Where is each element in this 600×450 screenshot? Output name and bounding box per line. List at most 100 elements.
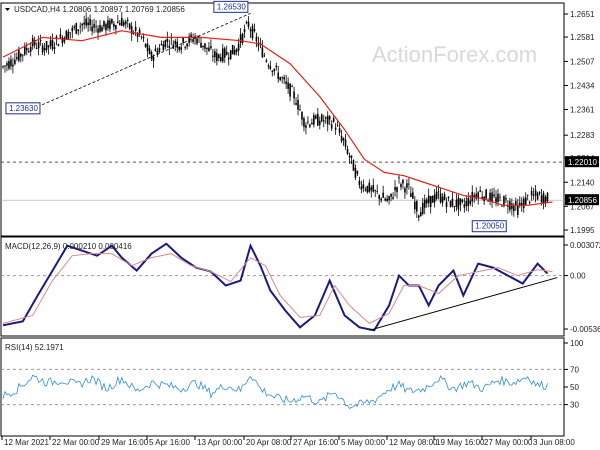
candle-body [338,128,341,133]
candle-body [362,184,365,189]
candle-body [107,20,109,29]
candle-body [532,194,535,196]
candle-body [350,155,353,159]
candle-body [271,70,274,73]
candle-body [356,171,359,174]
candle-body [297,100,299,110]
candle-body [227,57,230,60]
watermark: ActionForex.com [372,42,537,67]
candle-body [305,125,307,128]
collapse-triangle-icon[interactable] [5,8,10,11]
candle-body [103,20,105,27]
candle-body [150,52,153,60]
candle-body [534,190,537,196]
candle-body [388,196,390,201]
x-tick-label: 27 Apr 16:00 [293,438,339,447]
candle-body [37,41,40,49]
candle-body [95,26,97,28]
price-ytick-label: 1.2140 [570,178,595,187]
candle-body [540,195,543,203]
candle-body [313,115,315,125]
candle-body [336,125,339,127]
candle-body [39,40,42,41]
candle-body [196,38,198,44]
candle-body [340,135,343,141]
candle-body [398,177,400,179]
price-panel-frame [0,2,565,237]
candle-body [237,43,240,51]
candle-body [485,189,487,199]
candle-body [423,199,426,208]
candle-body [176,41,179,48]
candle-body [101,27,103,32]
candle-body [524,197,527,206]
candle-body [475,193,478,199]
candle-body [513,206,515,212]
candle-body [180,47,182,50]
candle-body [497,193,499,203]
candle-body [93,24,95,28]
candle-body [530,191,533,196]
candle-body [384,198,386,201]
candle-body [346,149,349,154]
candle-body [445,201,448,208]
candle-body [204,43,206,49]
macd-ytick-label: 0.003072 [570,241,600,250]
candle-body [414,201,416,210]
candle-body [330,124,333,129]
candle-body [406,183,408,188]
candle-body [49,40,52,46]
candle-body [419,212,422,217]
candle-body [334,127,337,130]
candle-body [441,196,444,203]
last-price-box [565,194,599,206]
x-tick-label: 29 Mar 16:00 [101,438,149,447]
candle-body [178,46,181,50]
candle-body [536,193,539,200]
candle-body [311,122,313,125]
candle-body [29,46,32,52]
x-tick-label: 12 Mar 2021 [4,438,49,447]
price-ytick-label: 1.2067 [570,202,595,211]
price-ytick-label: 1.2651 [570,10,595,19]
candle-body [45,41,48,51]
candle-body [33,39,36,46]
candle-body [315,115,317,119]
candle-body [83,22,85,25]
macd-ytick-label: 0.00 [570,272,586,281]
candle-body [160,44,163,46]
candle-body [51,40,54,49]
candle-body [136,32,139,38]
candle-body [263,55,266,57]
candle-body [439,193,442,203]
price-callout-box [471,220,507,233]
candle-body [208,47,210,52]
candle-body [433,194,436,203]
candle-body [542,193,545,204]
candle-body [8,60,10,69]
candle-body [515,201,517,206]
candle-body [382,192,384,198]
candle-body [453,206,456,208]
candle-body [55,36,58,40]
candle-body [67,31,70,39]
candle-body [511,203,513,209]
candle-body [354,167,357,178]
candle-body [364,189,367,191]
candle-body [111,19,113,24]
candle-body [348,156,351,158]
candle-body [134,26,137,31]
candle-body [255,36,258,42]
price-ytick-label: 1.2507 [570,57,595,66]
candle-body [493,194,495,197]
candle-body [223,48,226,58]
candle-body [16,57,18,59]
candle-body [47,45,50,48]
candle-body [273,68,276,72]
candle-body [210,46,212,49]
candle-body [4,65,6,67]
candle-body [495,197,497,204]
macd-signal-line [2,253,553,324]
level-price-label: 1.22010 [568,158,597,167]
x-tick-label: 22 Mar 00:00 [52,438,100,447]
